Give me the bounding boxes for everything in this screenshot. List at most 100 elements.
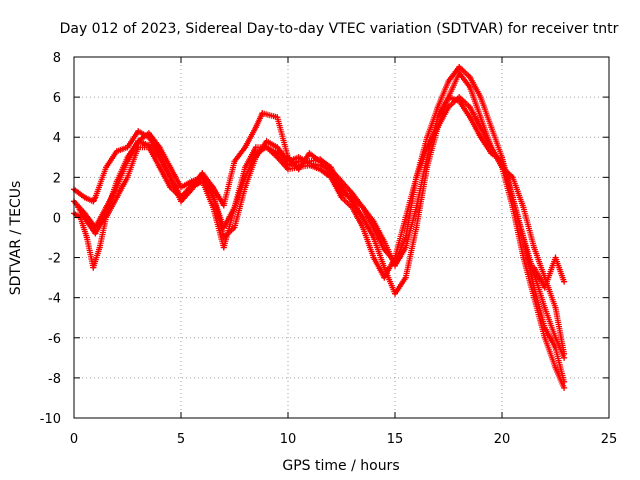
- data-point: [402, 274, 409, 281]
- data-point: [466, 74, 473, 81]
- series-trace-5: [531, 254, 568, 291]
- y-tick-label: -2: [48, 252, 61, 267]
- data-point: [541, 304, 548, 311]
- y-tick-label: 4: [53, 131, 61, 146]
- data-point: [381, 238, 388, 245]
- data-point: [259, 110, 266, 117]
- data-point: [413, 224, 420, 231]
- data-point: [402, 244, 409, 251]
- y-axis-label: SDTVAR / TECUs: [8, 181, 24, 296]
- y-tick-label: -10: [40, 412, 61, 427]
- data-point: [327, 166, 334, 173]
- data-point: [477, 94, 484, 101]
- data-point: [541, 334, 548, 341]
- data-point: [349, 190, 356, 197]
- data-point: [199, 170, 206, 177]
- data-point: [220, 234, 227, 241]
- data-point: [188, 186, 195, 193]
- data-point: [231, 204, 238, 211]
- data-point: [317, 162, 324, 169]
- data-point: [90, 264, 97, 271]
- data-point: [370, 234, 377, 241]
- x-tick-label: 5: [177, 432, 185, 447]
- data-point: [456, 70, 463, 77]
- data-point: [561, 354, 568, 361]
- data-point: [103, 210, 110, 217]
- data-point: [75, 204, 82, 211]
- x-tick-label: 20: [494, 432, 511, 447]
- data-point: [520, 234, 527, 241]
- data-point: [338, 178, 345, 185]
- data-point: [167, 174, 174, 181]
- data-point: [188, 178, 195, 185]
- data-point: [242, 184, 249, 191]
- data-point: [445, 94, 452, 101]
- data-point: [252, 124, 259, 131]
- grid: [74, 57, 609, 418]
- data-point: [145, 142, 152, 149]
- data-point: [541, 284, 548, 291]
- data-point: [96, 244, 103, 251]
- data-point: [263, 138, 270, 145]
- x-tick-labels: 0 5 10 15 20 25: [70, 432, 617, 447]
- data-point: [370, 254, 377, 261]
- data-point: [92, 194, 99, 201]
- y-tick-label: 8: [53, 51, 61, 66]
- data-point: [156, 144, 163, 151]
- series-trace-1: [71, 64, 568, 385]
- data-point: [552, 364, 559, 371]
- data-point: [424, 154, 431, 161]
- data-point: [295, 164, 302, 171]
- data-point: [327, 174, 334, 181]
- y-tick-label: -8: [48, 372, 61, 387]
- data-point: [252, 154, 259, 161]
- y-tick-label: 6: [53, 91, 61, 106]
- data-point: [359, 204, 366, 211]
- data-point: [113, 194, 120, 201]
- data-point: [456, 64, 463, 71]
- series-trace-4: [75, 94, 568, 361]
- data-point: [488, 150, 495, 157]
- data-point: [338, 194, 345, 201]
- data-point: [381, 264, 388, 271]
- data-point: [456, 98, 463, 105]
- data-point: [477, 134, 484, 141]
- data-point: [317, 156, 324, 163]
- data-point: [531, 264, 538, 271]
- data-point: [92, 230, 99, 237]
- y-tick-label: 2: [53, 171, 61, 186]
- plot-frame: [73, 56, 610, 419]
- data-point: [156, 154, 163, 161]
- data-point: [531, 244, 538, 251]
- data-point: [306, 160, 313, 167]
- data-point: [306, 150, 313, 157]
- data-point: [285, 158, 291, 165]
- y-tick-label: 0: [53, 211, 61, 226]
- data-point: [135, 128, 142, 135]
- data-point: [349, 198, 356, 205]
- data-point: [466, 104, 473, 111]
- ticks: [73, 56, 610, 419]
- data-point: [220, 244, 227, 251]
- data-point: [338, 184, 345, 191]
- data-point: [413, 174, 420, 181]
- data-point: [252, 144, 259, 151]
- data-point: [90, 198, 97, 205]
- data-point: [81, 194, 88, 201]
- data-point: [520, 254, 527, 261]
- data-point: [359, 214, 366, 221]
- data-point: [242, 144, 249, 151]
- data-point: [295, 154, 302, 161]
- data-point: [488, 124, 495, 131]
- data-point: [113, 178, 120, 185]
- series-markers: [71, 70, 568, 357]
- y-tick-label: -6: [48, 332, 61, 347]
- data-point: [103, 164, 110, 171]
- data-point: [466, 84, 473, 91]
- data-point: [178, 184, 184, 191]
- data-point: [392, 262, 398, 269]
- data-point: [520, 204, 527, 211]
- data-point: [220, 202, 227, 209]
- data-point: [466, 114, 473, 121]
